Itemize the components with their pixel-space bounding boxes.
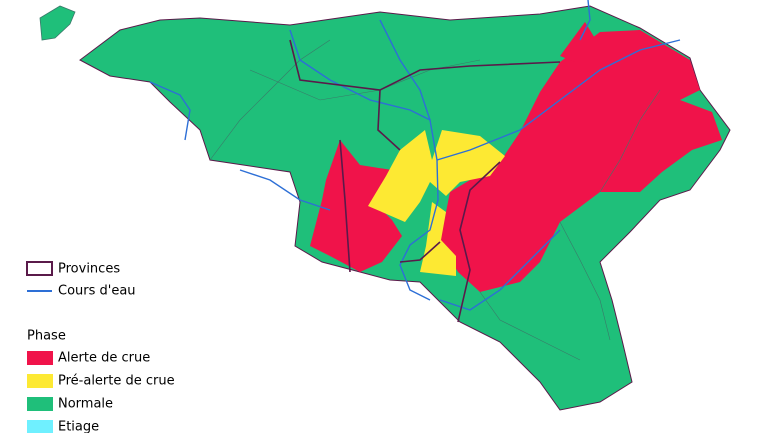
legend-label: Alerte de crue xyxy=(58,351,150,366)
river xyxy=(579,0,591,41)
province-border xyxy=(457,161,501,323)
province-border xyxy=(289,39,561,91)
legend-label: Provinces xyxy=(58,262,120,277)
regions xyxy=(39,5,731,411)
legend: Provinces Cours d'eau Phase Alerte de cr… xyxy=(26,261,175,433)
legend-swatch xyxy=(27,374,53,388)
region-alert-west xyxy=(310,140,402,272)
basin-border xyxy=(559,221,611,341)
region-alert-east xyxy=(440,30,722,292)
province-borders xyxy=(289,39,561,323)
rivers xyxy=(149,0,681,311)
legend-label: Normale xyxy=(58,397,113,412)
province-border xyxy=(377,89,401,151)
legend-label: Cours d'eau xyxy=(58,284,136,299)
legend-label: Etiage xyxy=(58,420,99,433)
legend-swatch xyxy=(27,420,53,433)
legend-swatch xyxy=(27,351,53,365)
region-normal-island xyxy=(39,5,76,41)
legend-label: Pré-alerte de crue xyxy=(58,374,175,389)
river xyxy=(436,39,681,161)
legend-swatch xyxy=(27,397,53,411)
river xyxy=(439,229,561,311)
basin-border xyxy=(479,291,581,361)
basin-border xyxy=(209,39,331,161)
region-prealert-south xyxy=(420,202,456,276)
basin-border xyxy=(599,89,661,193)
province-border xyxy=(399,241,441,263)
legend-title: Phase xyxy=(27,329,66,344)
legend-province-swatch xyxy=(26,261,53,276)
province-border xyxy=(339,139,351,273)
river xyxy=(149,81,191,141)
region-prealert xyxy=(368,130,505,222)
river xyxy=(239,169,331,211)
region-alert-north xyxy=(560,22,596,62)
